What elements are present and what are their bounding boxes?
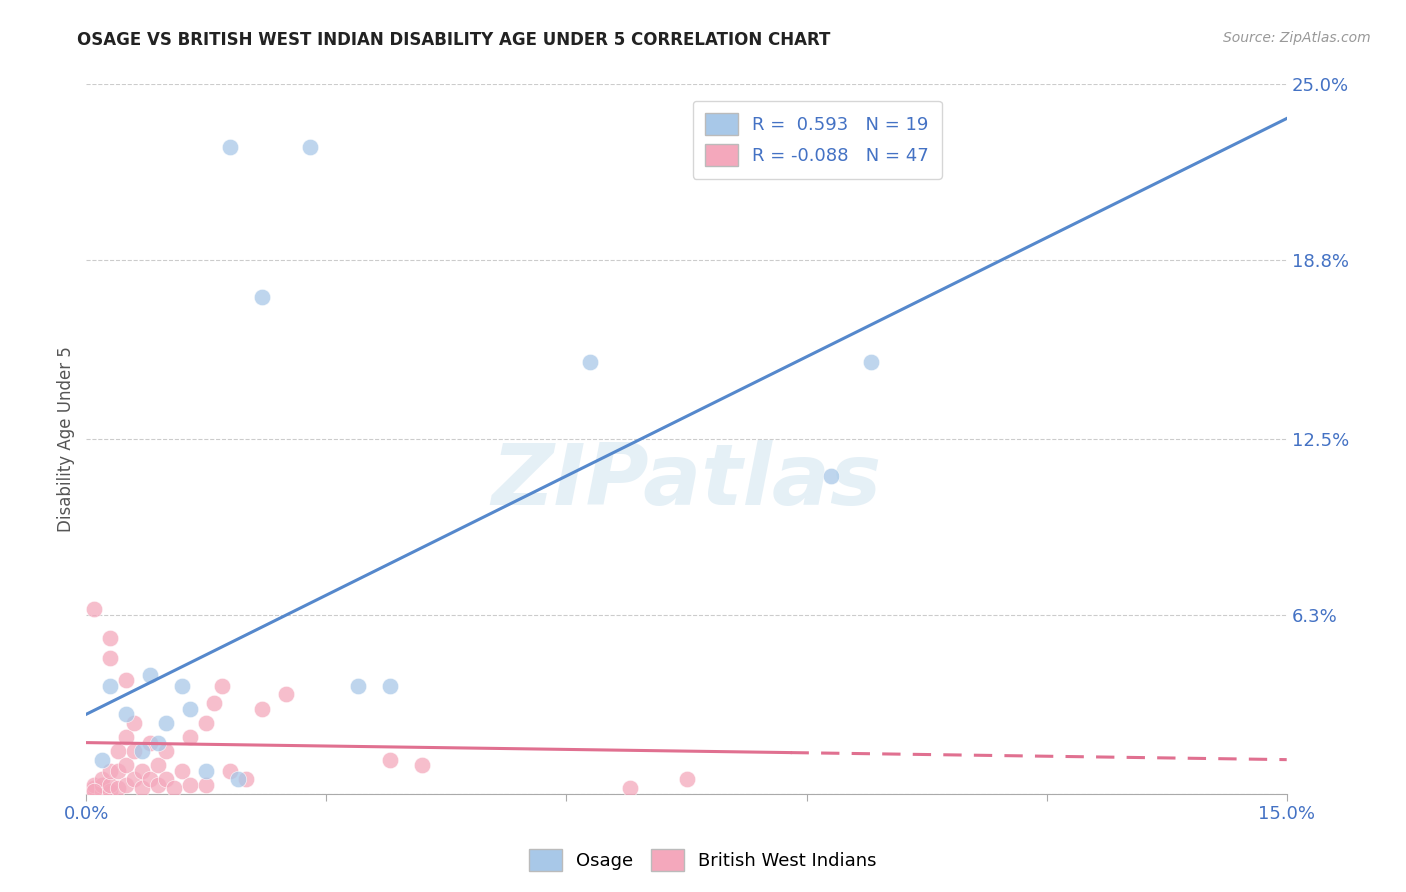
- Point: [124, 772, 146, 787]
- Point: [131, 780, 153, 795]
- Point: [859, 355, 882, 369]
- Point: [202, 696, 225, 710]
- Point: [131, 744, 153, 758]
- Point: [820, 469, 842, 483]
- Point: [155, 772, 177, 787]
- Point: [579, 355, 602, 369]
- Point: [115, 673, 138, 688]
- Point: [235, 772, 257, 787]
- Point: [91, 753, 114, 767]
- Point: [83, 602, 105, 616]
- Point: [179, 778, 201, 792]
- Point: [107, 780, 129, 795]
- Y-axis label: Disability Age Under 5: Disability Age Under 5: [58, 346, 75, 532]
- Point: [83, 784, 105, 798]
- Point: [115, 730, 138, 744]
- Point: [411, 758, 433, 772]
- Point: [619, 780, 641, 795]
- Point: [380, 679, 402, 693]
- Point: [172, 679, 194, 693]
- Point: [139, 772, 162, 787]
- Legend: R =  0.593   N = 19, R = -0.088   N = 47: R = 0.593 N = 19, R = -0.088 N = 47: [693, 101, 942, 179]
- Point: [179, 701, 201, 715]
- Point: [91, 772, 114, 787]
- Point: [124, 744, 146, 758]
- Point: [83, 780, 105, 795]
- Point: [276, 687, 298, 701]
- Point: [98, 764, 121, 778]
- Point: [91, 778, 114, 792]
- Point: [219, 764, 242, 778]
- Point: [675, 772, 697, 787]
- Point: [98, 679, 121, 693]
- Point: [115, 707, 138, 722]
- Point: [155, 744, 177, 758]
- Point: [98, 631, 121, 645]
- Point: [83, 778, 105, 792]
- Point: [195, 715, 218, 730]
- Point: [252, 701, 274, 715]
- Point: [195, 778, 218, 792]
- Point: [139, 736, 162, 750]
- Point: [163, 780, 186, 795]
- Point: [155, 715, 177, 730]
- Point: [211, 679, 233, 693]
- Point: [98, 784, 121, 798]
- Point: [131, 764, 153, 778]
- Point: [148, 736, 170, 750]
- Point: [139, 667, 162, 681]
- Text: ZIPatlas: ZIPatlas: [491, 440, 882, 523]
- Point: [219, 140, 242, 154]
- Point: [115, 778, 138, 792]
- Legend: Osage, British West Indians: Osage, British West Indians: [522, 842, 884, 879]
- Point: [228, 772, 250, 787]
- Text: Source: ZipAtlas.com: Source: ZipAtlas.com: [1223, 31, 1371, 45]
- Point: [124, 715, 146, 730]
- Point: [179, 730, 201, 744]
- Point: [107, 744, 129, 758]
- Point: [115, 758, 138, 772]
- Point: [380, 753, 402, 767]
- Point: [83, 784, 105, 798]
- Point: [98, 650, 121, 665]
- Point: [91, 784, 114, 798]
- Text: OSAGE VS BRITISH WEST INDIAN DISABILITY AGE UNDER 5 CORRELATION CHART: OSAGE VS BRITISH WEST INDIAN DISABILITY …: [77, 31, 831, 49]
- Point: [252, 290, 274, 304]
- Point: [107, 764, 129, 778]
- Point: [347, 679, 370, 693]
- Point: [148, 778, 170, 792]
- Point: [172, 764, 194, 778]
- Point: [148, 758, 170, 772]
- Point: [299, 140, 322, 154]
- Point: [195, 764, 218, 778]
- Point: [98, 778, 121, 792]
